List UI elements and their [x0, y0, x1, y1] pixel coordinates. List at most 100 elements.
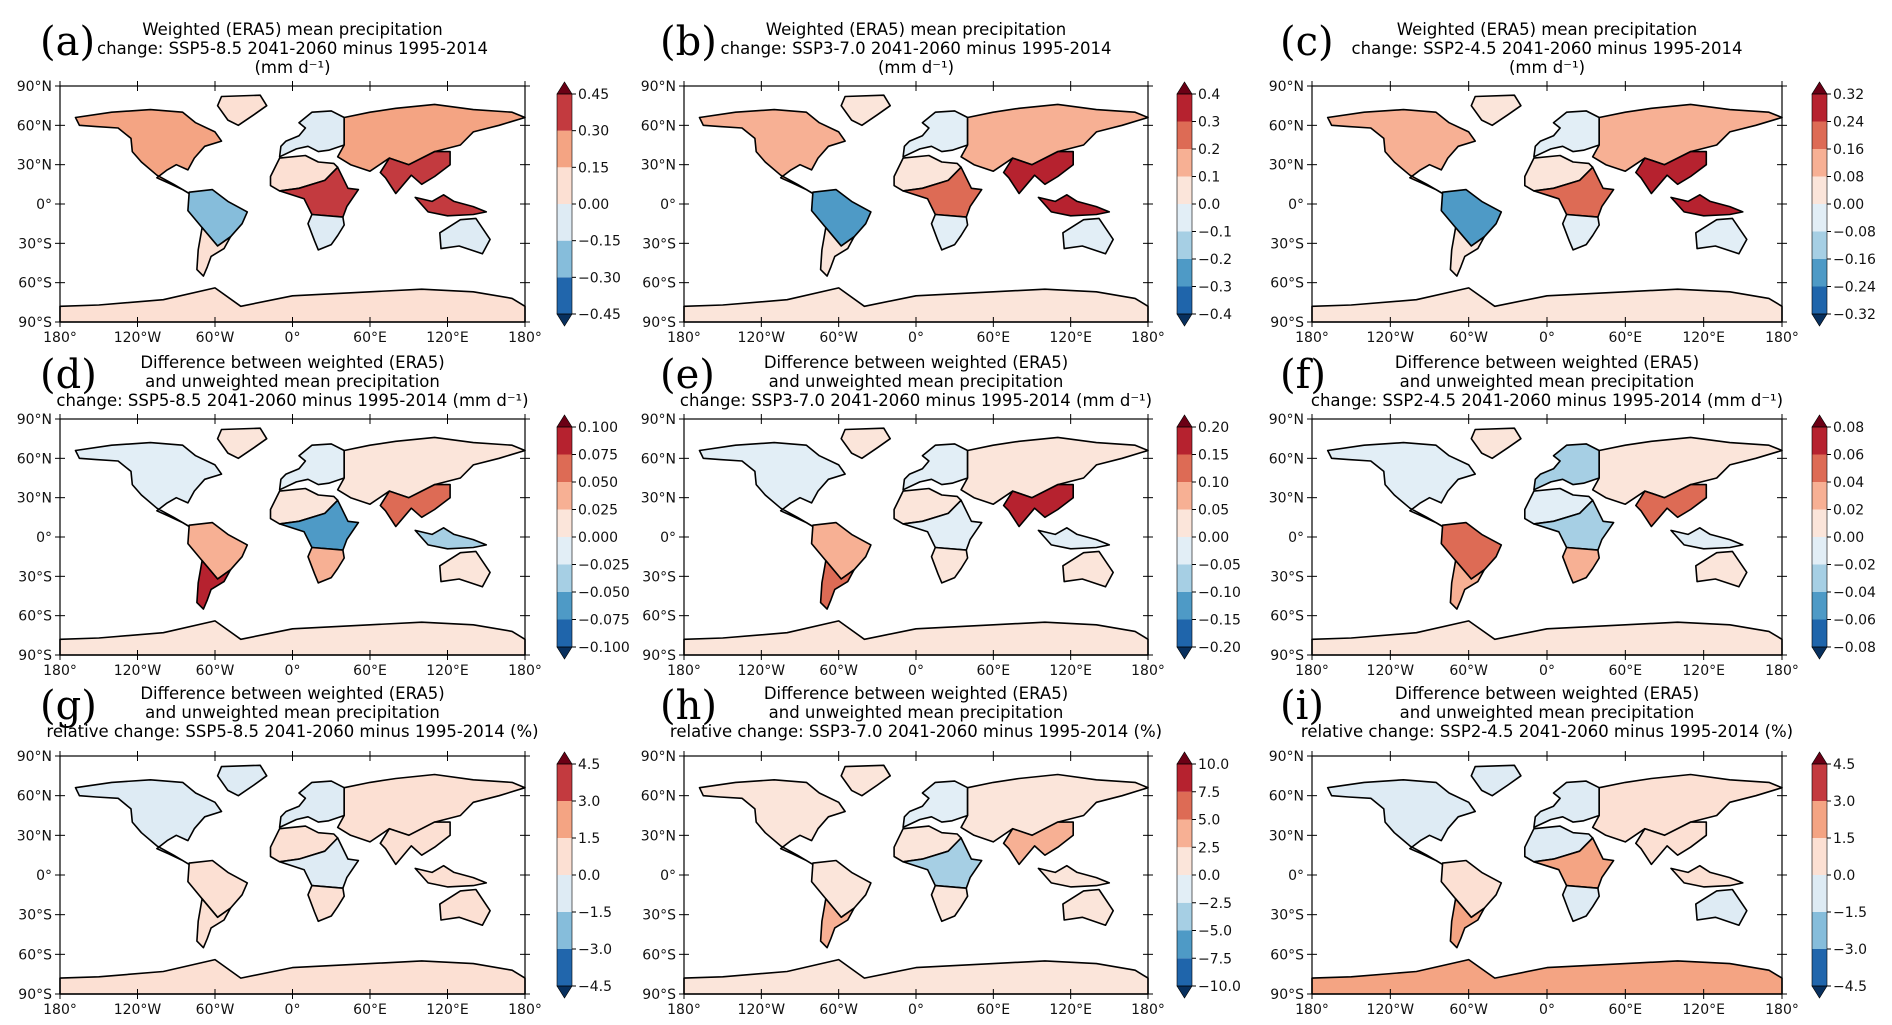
region-east-asia [1002, 821, 1075, 866]
colorbar-segment [1812, 564, 1827, 592]
region-australia [438, 550, 491, 588]
y-tick-label: 90°N [641, 749, 676, 765]
colorbar-extend-max [1176, 414, 1193, 428]
y-tick-label: 0° [36, 530, 52, 546]
colorbar-tick-label: −2.5 [1198, 896, 1232, 912]
y-tick-label: 60°S [18, 276, 52, 292]
y-tick-label: 60°N [641, 789, 676, 805]
region-central-africa [902, 837, 983, 889]
colorbar-segment [557, 204, 572, 241]
region-north-america [1326, 441, 1476, 528]
colorbar-extend-min [1176, 985, 1193, 999]
colorbar-tick-label: 0.025 [578, 503, 618, 519]
panel-letter: (c) [1280, 19, 1334, 65]
region-europe [1533, 110, 1601, 158]
colorbar-segment [1812, 949, 1827, 986]
y-tick-label: 30°N [1269, 158, 1304, 174]
colorbar-segment [557, 838, 572, 875]
panel-i: (i) Difference between weighted (ERA5) and… [1262, 668, 1892, 1018]
x-tick-label: 0° [908, 330, 924, 346]
colorbar-tick-label: 0.00 [1833, 197, 1864, 213]
region-north-america [1326, 108, 1476, 195]
x-tick-label: 60°W [196, 1002, 235, 1018]
panel-title: Difference between weighted (ERA5) and un… [40, 684, 545, 741]
colorbar-extend-min [1811, 985, 1828, 999]
colorbar-tick-label: −0.100 [578, 640, 630, 656]
colorbar-tick-label: 0.30 [578, 124, 609, 140]
colorbar-tick-label: −1.5 [578, 905, 612, 921]
x-tick-label: 120°W [738, 663, 786, 679]
colorbar-tick-label: −3.0 [1833, 942, 1867, 958]
colorbar-segment [1812, 912, 1827, 949]
y-tick-label: 0° [1288, 868, 1304, 884]
title-line: and unweighted mean precipitation [768, 703, 1064, 722]
x-tick-label: 180° [1131, 1002, 1165, 1018]
region-asia [1591, 436, 1783, 505]
x-tick-label: 120°E [1682, 1002, 1725, 1018]
colorbar-segment [1177, 592, 1192, 620]
y-tick-label: 60°N [1269, 118, 1304, 134]
region-central-africa [1533, 837, 1615, 889]
colorbar-tick-label: −0.075 [578, 613, 630, 629]
region-southern-africa [930, 213, 969, 251]
colorbar-segment [1812, 801, 1827, 838]
colorbar-tick-label: −0.45 [578, 307, 621, 323]
region-southern-south-america [819, 898, 855, 949]
panel-letter: (b) [660, 19, 717, 65]
x-tick-label: 60°W [819, 1002, 858, 1018]
colorbar-segment [557, 801, 572, 838]
y-tick-label: 0° [660, 197, 676, 213]
region-maritime [1670, 194, 1744, 217]
title-line: Difference between weighted (ERA5) [140, 353, 445, 372]
colorbar-segment [557, 912, 572, 949]
map-plot: 180° 120°W 60°W 0° 60°E 120°E 180° 90°N 60°N 30°N… [17, 412, 630, 679]
colorbar-tick-label: −0.4 [1198, 307, 1232, 323]
x-tick-label: 120°W [738, 330, 786, 346]
x-tick-label: 180° [1765, 330, 1799, 346]
colorbar-tick-label: −0.15 [1198, 613, 1241, 629]
panel-title: Difference between weighted (ERA5) and un… [1292, 353, 1802, 410]
region-southern-south-america [196, 559, 232, 610]
y-tick-label: 60°S [1270, 947, 1304, 963]
panel-d: (d) Difference between weighted (ERA5) and… [0, 333, 630, 679]
colorbar-tick-label: 0.08 [1833, 170, 1864, 186]
region-maritime [1037, 194, 1111, 217]
colorbar: 0.45 0.30 0.15 0.00 −0.15 −0.30 −0.45 [556, 81, 621, 327]
colorbar-tick-label: 0.0 [1198, 197, 1220, 213]
region-central-africa [902, 499, 983, 551]
region-central-africa [1533, 499, 1615, 551]
region-south-america [187, 188, 249, 247]
colorbar-segment [1177, 509, 1192, 537]
colorbar-tick-label: 0.10 [1198, 475, 1229, 491]
region-asia [336, 773, 526, 843]
x-tick-label: 120°W [114, 663, 162, 679]
colorbar-segment [557, 764, 572, 801]
colorbar-tick-label: −0.1 [1198, 225, 1232, 241]
x-tick-label: 120°E [1049, 1002, 1092, 1018]
colorbar-segment [1177, 791, 1192, 820]
panel-f: (f) Difference between weighted (ERA5) and… [1262, 333, 1892, 679]
colorbar: 10.0 7.5 5.0 2.5 0.0 −2.5 −5.0 −7.5 −10.0 [1176, 751, 1241, 999]
x-tick-label: 0° [908, 1002, 924, 1018]
colorbar-tick-label: 0.4 [1198, 87, 1220, 103]
x-tick-label: 120°E [426, 1002, 469, 1018]
x-tick-label: 180° [1295, 330, 1329, 346]
x-tick-label: 180° [508, 1002, 542, 1018]
x-tick-label: 60°E [1608, 1002, 1642, 1018]
x-tick-label: 120°W [1367, 1002, 1415, 1018]
colorbar-segment [1177, 764, 1192, 792]
y-tick-label: 30°N [17, 491, 52, 507]
region-maritime [414, 194, 488, 217]
y-tick-label: 90°S [1270, 648, 1304, 664]
y-tick-label: 0° [36, 868, 52, 884]
colorbar-segment [557, 509, 572, 537]
x-tick-label: 180° [508, 663, 542, 679]
y-tick-label: 90°N [17, 412, 52, 428]
colorbar-extend-max [556, 81, 573, 95]
colorbar-tick-label: −0.2 [1198, 252, 1232, 268]
colorbar-tick-label: 0.000 [578, 530, 618, 546]
colorbar-tick-label: 0.16 [1833, 142, 1864, 158]
region-east-asia [1002, 483, 1075, 528]
title-line: Difference between weighted (ERA5) [140, 684, 445, 703]
title-line: and unweighted mean precipitation [1399, 703, 1695, 722]
